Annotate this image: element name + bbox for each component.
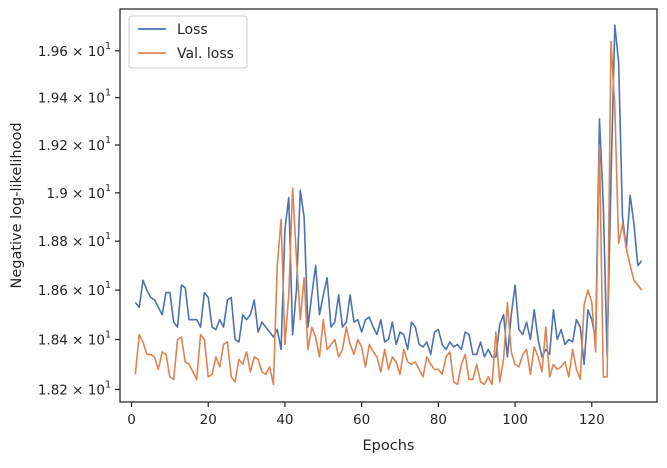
x-tick-label: 40 bbox=[276, 412, 293, 428]
legend-label-val-loss: Val. loss bbox=[177, 46, 234, 62]
x-tick-label: 20 bbox=[200, 412, 217, 428]
x-axis-label: Epochs bbox=[363, 438, 415, 454]
y-tick-label: 1.9 × 101 bbox=[46, 183, 111, 202]
x-tick-label: 60 bbox=[353, 412, 370, 428]
x-axis: 0 20 40 60 80 100 120 bbox=[127, 402, 605, 428]
y-tick-label: 1.84 × 101 bbox=[38, 329, 111, 348]
y-tick-label: 1.94 × 101 bbox=[38, 88, 111, 107]
x-tick-label: 0 bbox=[127, 412, 136, 428]
legend-label-loss: Loss bbox=[177, 22, 208, 38]
y-axis: 1.82 × 101 1.84 × 101 1.86 × 101 1.88 × 101… bbox=[38, 41, 120, 398]
y-tick-label: 1.92 × 101 bbox=[38, 135, 111, 154]
x-tick-label: 120 bbox=[579, 412, 605, 428]
y-tick-label: 1.96 × 101 bbox=[38, 41, 111, 60]
series-line-val-loss bbox=[134, 40, 643, 386]
y-tick-label: 1.86 × 101 bbox=[38, 280, 111, 299]
y-axis-label: Negative log-likelihood bbox=[9, 122, 25, 288]
series-line-loss bbox=[134, 24, 643, 366]
y-tick-label: 1.82 × 101 bbox=[38, 379, 111, 398]
series-layer bbox=[134, 24, 643, 386]
y-tick-label: 1.88 × 101 bbox=[38, 231, 111, 250]
x-tick-label: 100 bbox=[502, 412, 528, 428]
plot-frame bbox=[119, 8, 658, 403]
legend: Loss Val. loss bbox=[128, 15, 248, 69]
x-tick-label: 80 bbox=[430, 412, 447, 428]
